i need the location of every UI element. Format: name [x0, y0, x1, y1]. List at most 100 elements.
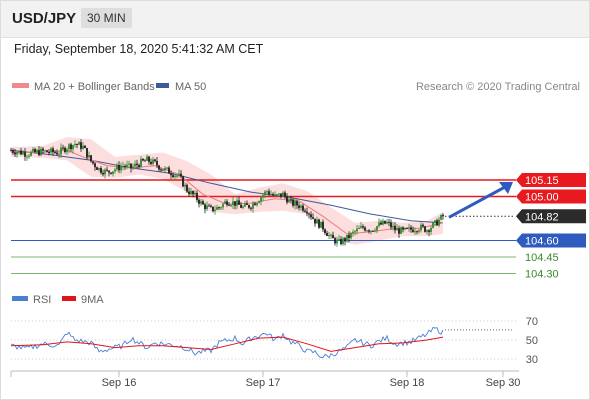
candle-body — [324, 229, 326, 233]
timeframe-button[interactable]: 30 MIN — [81, 8, 132, 28]
rsi-ma-legend-swatch — [62, 296, 76, 301]
candle-body — [66, 149, 68, 153]
candle-body — [378, 222, 380, 227]
candle-body — [180, 173, 182, 177]
candle-body — [254, 203, 256, 206]
candle-body — [236, 200, 238, 206]
candle-body — [312, 217, 314, 219]
candle-body — [90, 155, 92, 162]
symbol-title: USD/JPY — [12, 10, 77, 27]
candle-body — [214, 209, 216, 212]
candle-body — [252, 203, 254, 209]
candle-body — [204, 204, 206, 210]
candle-body — [354, 231, 356, 233]
candle-body — [150, 161, 152, 164]
candle-body — [306, 211, 308, 214]
candle-body — [36, 150, 38, 153]
ma50-legend-label: MA 50 — [175, 81, 206, 93]
candle-body — [16, 152, 18, 155]
candle-body — [212, 206, 214, 212]
candle-body — [430, 227, 432, 232]
candle-body — [384, 220, 386, 224]
x-tick-label: Sep 16 — [102, 377, 137, 389]
x-axis: Sep 16 Sep 17 Sep 18 Sep 30 — [10, 371, 520, 389]
candle-body — [412, 229, 414, 233]
candle-body — [100, 168, 102, 173]
candle-body — [134, 163, 136, 167]
candle-body — [424, 226, 426, 232]
candle-body — [176, 175, 178, 177]
candle-body — [182, 176, 184, 187]
candle-body — [420, 224, 422, 231]
candle-body — [86, 148, 88, 158]
candle-body — [198, 199, 200, 204]
candle-body — [232, 201, 234, 206]
candle-body — [82, 145, 84, 149]
candle-body — [210, 205, 212, 207]
candle-body — [314, 218, 316, 224]
level-tag-104-60 — [516, 233, 586, 248]
rsi-legend-swatch — [12, 296, 28, 301]
candle-body — [402, 227, 404, 230]
ma20-legend-swatch — [12, 83, 29, 88]
candle-body — [352, 231, 354, 233]
chart-header: USD/JPY 30 MIN — [1, 1, 589, 38]
candle-body — [136, 163, 138, 166]
candle-body — [376, 226, 378, 231]
candle-body — [410, 227, 412, 230]
candle-body — [24, 152, 26, 157]
ma20-legend-label: MA 20 + Bollinger Bands — [34, 81, 155, 93]
candle-body — [404, 227, 406, 230]
candle-body — [94, 163, 96, 168]
rsi-legend-label: RSI — [33, 294, 51, 306]
candle-body — [56, 152, 58, 155]
level-labels: 105.15 105.00 104.82 104.60 104.45 104.30 — [516, 173, 586, 281]
candle-body — [118, 165, 120, 171]
candle-body — [18, 150, 20, 153]
candle-body — [360, 226, 362, 229]
candle-body — [382, 220, 384, 225]
candle-body — [388, 221, 390, 223]
candle-body — [298, 205, 300, 208]
candle-body — [328, 235, 330, 237]
candle-body — [366, 230, 368, 232]
candle-body — [168, 167, 170, 174]
candle-body — [392, 225, 394, 228]
candle-body — [64, 147, 66, 153]
candle-body — [222, 203, 224, 208]
candle-body — [272, 194, 274, 196]
candle-body — [114, 169, 116, 172]
candle-body — [228, 204, 230, 206]
level-tag-105-00 — [516, 189, 586, 204]
rsi-tick-30: 30 — [526, 354, 538, 366]
candle-body — [332, 234, 334, 239]
candle-body — [432, 222, 434, 228]
candle-body — [106, 169, 108, 171]
candle-body — [238, 200, 240, 205]
candle-body — [74, 144, 76, 146]
candle-body — [290, 199, 292, 201]
candle-body — [122, 166, 124, 168]
candle-body — [40, 148, 42, 156]
candle-body — [340, 239, 342, 245]
candle-body — [422, 224, 424, 227]
candle-body — [142, 158, 144, 161]
candle-body — [70, 144, 72, 150]
timestamp: Friday, September 18, 2020 5:41:32 AM CE… — [14, 42, 264, 56]
candle-body — [28, 155, 30, 157]
candle-body — [406, 227, 408, 229]
candle-body — [278, 193, 280, 195]
candle-body — [370, 230, 372, 232]
rsi-lines — [10, 326, 514, 359]
candle-body — [256, 203, 258, 206]
candle-body — [96, 167, 98, 170]
candle-body — [206, 205, 208, 210]
candle-body — [248, 205, 250, 208]
candle-body — [274, 194, 276, 196]
candle-body — [20, 150, 22, 155]
candle-body — [192, 190, 194, 195]
level-label-105-15: 105.15 — [525, 175, 559, 187]
candle-body — [350, 232, 352, 239]
candle-body — [44, 150, 46, 152]
forecast-arrow-group — [448, 182, 513, 219]
